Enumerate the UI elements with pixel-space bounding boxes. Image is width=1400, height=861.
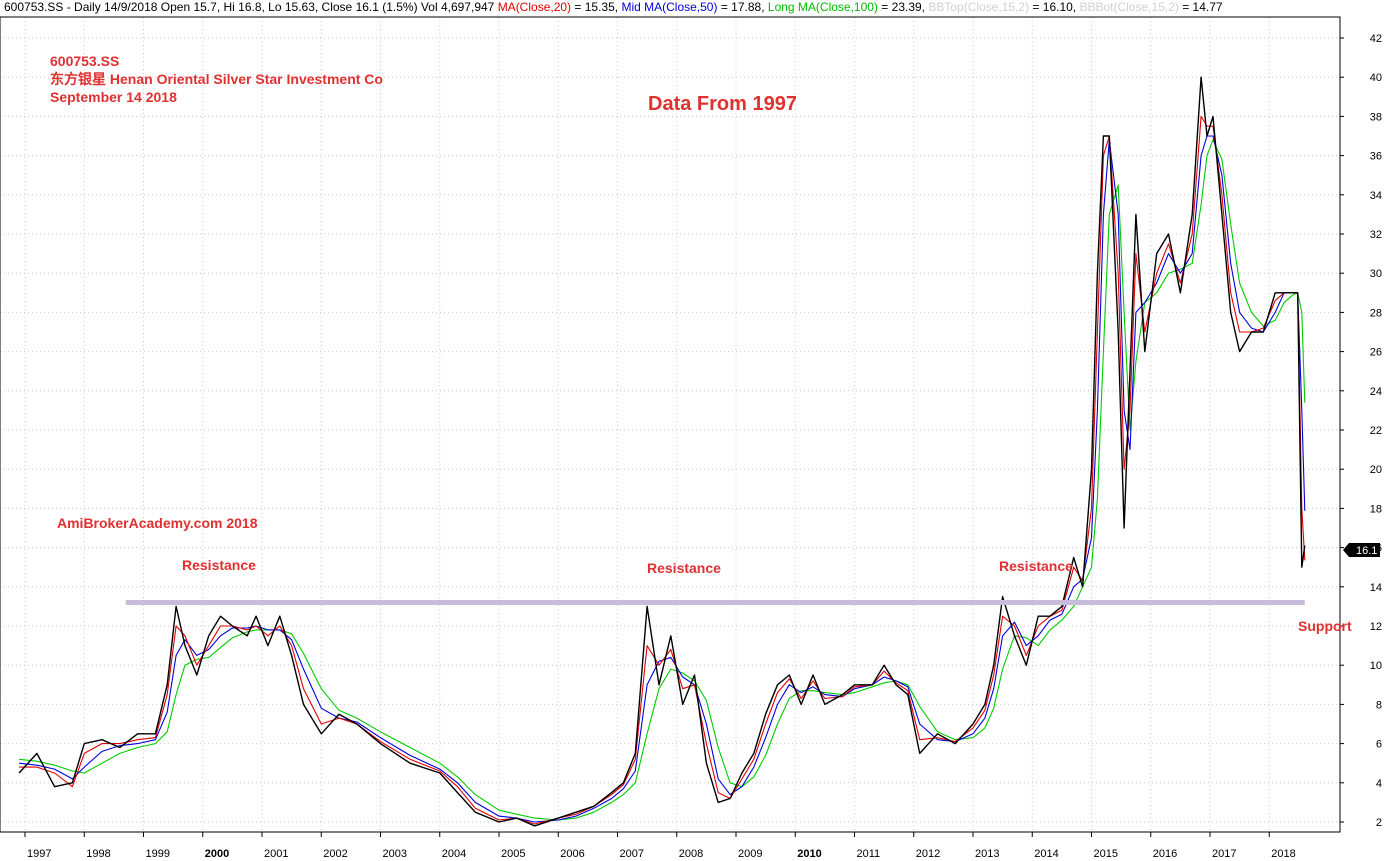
x-tick-label: 1999 — [146, 848, 170, 860]
series-layer — [18, 76, 1306, 827]
watermark-label: AmiBrokerAcademy.com 2018 — [57, 515, 258, 531]
x-tick-label: 2003 — [383, 848, 407, 860]
y-tick-label: 32 — [1370, 229, 1382, 241]
y-tick-label: 2 — [1376, 817, 1382, 829]
x-tick-label: 2004 — [442, 848, 466, 860]
x-tick-label: 2014 — [1034, 848, 1058, 860]
price-series-line — [18, 76, 1306, 827]
y-tick-label: 40 — [1370, 72, 1382, 84]
last-price-marker-box — [1343, 543, 1380, 557]
header-ma50-value: = 17.88, — [721, 0, 765, 14]
ma100-series-line — [19, 139, 1306, 821]
x-tick-label: 1997 — [27, 848, 51, 860]
last-price-marker-value: 16.1 — [1356, 545, 1377, 557]
support-label: Support — [1298, 618, 1352, 634]
y-tick-label: 8 — [1376, 699, 1382, 711]
x-tick-label: 2008 — [679, 848, 703, 860]
y-tick-label: 26 — [1370, 347, 1382, 359]
company-label: 东方银星 Henan Oriental Silver Star Investme… — [50, 71, 383, 87]
x-axis-ticks: 1997 1998 1999 2000 2001 2002 2003 2004 2005 2006… — [24, 832, 1296, 860]
resistance-label-1: Resistance — [182, 557, 256, 573]
x-tick-label: 2005 — [501, 848, 525, 860]
header-ma100-value: = 23.39, — [881, 0, 925, 14]
header-bbbot-label: BBBot(Close,15,2) — [1079, 0, 1178, 14]
y-tick-label: 24 — [1370, 386, 1382, 398]
y-tick-label: 12 — [1370, 621, 1382, 633]
y-tick-label: 10 — [1370, 660, 1382, 672]
y-tick-label: 38 — [1370, 111, 1382, 123]
x-tick-label: 2015 — [1094, 848, 1118, 860]
header-ma20-value: = 15.35, — [574, 0, 618, 14]
y-tick-label: 28 — [1370, 307, 1382, 319]
header-symbol-info: 600753.SS - Daily 14/9/2018 Open 15.7, H… — [4, 0, 495, 14]
y-tick-label: 4 — [1376, 778, 1382, 790]
x-tick-label: 2009 — [738, 848, 762, 860]
date-label: September 14 2018 — [50, 89, 177, 105]
y-tick-label: 22 — [1370, 425, 1382, 437]
y-tick-label: 14 — [1370, 582, 1382, 594]
x-tick-label: 1998 — [86, 848, 110, 860]
header-bbbot-value: = 14.77 — [1182, 0, 1223, 14]
grid-layer — [0, 17, 1340, 832]
x-tick-label: 2016 — [1153, 848, 1177, 860]
x-tick-label: 2007 — [620, 848, 644, 860]
header-bbtop-label: BBTop(Close,15,2) — [928, 0, 1029, 14]
x-tick-label: 2013 — [975, 848, 999, 860]
header-ma100-label: Long MA(Close,100) — [768, 0, 878, 14]
y-tick-label: 20 — [1370, 464, 1382, 476]
y-tick-label: 18 — [1370, 503, 1382, 515]
header-bbtop-value: = 16.10, — [1032, 0, 1076, 14]
x-tick-label: 2011 — [857, 848, 881, 860]
x-tick-label: 2001 — [264, 848, 288, 860]
resistance-label-2: Resistance — [647, 560, 721, 576]
x-tick-label: 2010 — [797, 848, 821, 860]
x-tick-label: 2012 — [916, 848, 940, 860]
last-price-marker: 16.1 — [1343, 543, 1380, 557]
x-tick-label: 2006 — [560, 848, 584, 860]
header-ma50-label: Mid MA(Close,50) — [621, 0, 717, 14]
data-from-label: Data From 1997 — [648, 93, 797, 115]
x-tick-label: 2002 — [323, 848, 347, 860]
plot-frame — [0, 16, 1341, 833]
x-tick-label: 2017 — [1212, 848, 1236, 860]
y-tick-label: 30 — [1370, 268, 1382, 280]
ticker-label: 600753.SS — [50, 53, 119, 69]
resistance-label-3: Resistance — [999, 558, 1073, 574]
ma20-series-line — [19, 115, 1306, 825]
y-tick-label: 42 — [1370, 33, 1382, 45]
header-ma20-label: MA(Close,20) — [498, 0, 571, 14]
y-tick-label: 36 — [1370, 151, 1382, 163]
x-tick-label: 2000 — [205, 848, 229, 860]
chart-header: 600753.SS - Daily 14/9/2018 Open 15.7, H… — [4, 0, 1223, 14]
y-tick-label: 34 — [1370, 190, 1382, 202]
y-tick-label: 6 — [1376, 739, 1382, 751]
x-tick-label: 2018 — [1271, 848, 1295, 860]
